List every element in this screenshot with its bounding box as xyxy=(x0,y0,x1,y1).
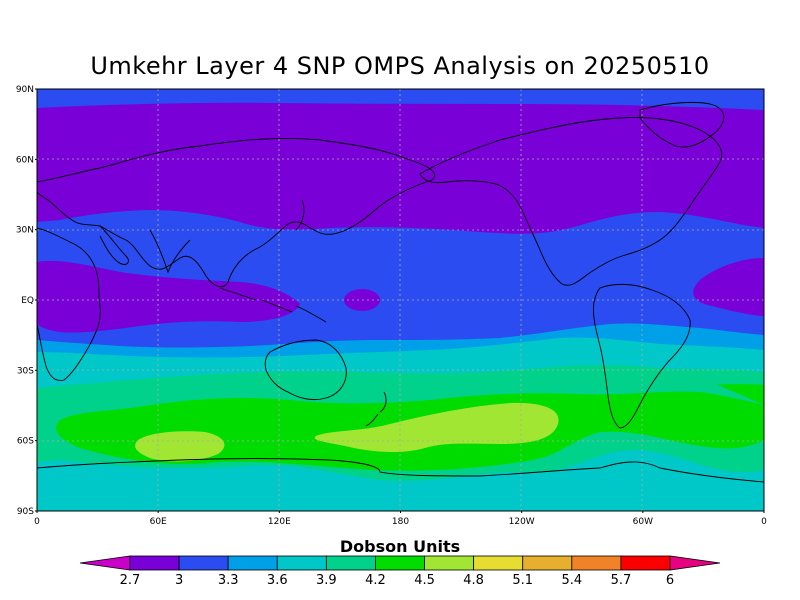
colorbar-swatch xyxy=(325,555,376,571)
longitude-axis: 0 60E 120E 180 120W 60W 0 xyxy=(34,511,767,527)
colorbar-swatch xyxy=(227,555,278,571)
colorbar-label: 6 xyxy=(666,573,674,588)
lat-tick-label: 90S xyxy=(17,507,34,517)
lon-tick-label: 120W xyxy=(509,517,535,527)
colorbar-over-triangle xyxy=(669,555,721,571)
colorbar-label: 5.4 xyxy=(561,573,582,588)
coast-greenland xyxy=(639,101,725,148)
band-purple-tropics xyxy=(37,260,300,333)
coast-eurasia xyxy=(37,137,436,288)
band-purple-tropics-east xyxy=(693,258,764,316)
lon-tick-label: 120E xyxy=(268,517,291,527)
band-lime-east xyxy=(314,402,559,453)
colorbar-label: 5.1 xyxy=(512,573,533,588)
colorbar-label: 3.3 xyxy=(218,573,239,588)
coast-new-zealand xyxy=(365,391,387,427)
colorbar-label: 4.5 xyxy=(414,573,435,588)
lon-tick-label: 60W xyxy=(633,517,653,527)
lat-tick-label: 60N xyxy=(16,155,34,165)
lat-tick-label: 90N xyxy=(16,85,34,95)
colorbar-title: Dobson Units xyxy=(340,537,460,556)
lon-tick-label: 0 xyxy=(34,517,40,527)
coast-south-america xyxy=(593,283,691,429)
graticule xyxy=(37,89,764,511)
colorbar-swatch xyxy=(571,555,622,571)
lon-tick-label: 60E xyxy=(150,517,167,527)
coast-japan xyxy=(295,199,305,231)
colorbar-label: 4.8 xyxy=(463,573,484,588)
coast-north-america xyxy=(419,117,723,286)
colorbar-label: 3 xyxy=(175,573,183,588)
lat-tick-label: 30S xyxy=(17,366,34,376)
coast-antarctica xyxy=(37,458,764,483)
coast-india xyxy=(149,229,191,274)
colorbar-label: 5.7 xyxy=(611,573,632,588)
lat-tick-label: 60S xyxy=(17,437,34,447)
colorbar-label: 4.2 xyxy=(365,573,386,588)
colorbar-label: 3.6 xyxy=(267,573,288,588)
coast-australia xyxy=(264,339,347,401)
colorbar-swatch xyxy=(129,555,180,571)
coastlines xyxy=(37,101,764,483)
lon-tick-label: 0 xyxy=(761,517,767,527)
colorbar-label: 3.9 xyxy=(316,573,337,588)
colorbar-swatch xyxy=(620,555,671,571)
coast-indonesia xyxy=(219,287,327,323)
colorbar: Dobson Units 2.7 3 3.3 3.6 3.9 4.2 4.5 4.8 5.1 5.… xyxy=(79,537,721,588)
colorbar-swatch xyxy=(522,555,573,571)
coast-africa xyxy=(37,227,101,381)
colorbar-under-triangle xyxy=(79,555,131,571)
ozone-field xyxy=(37,89,764,511)
band-lime-west xyxy=(135,431,225,462)
colorbar-label: 2.7 xyxy=(120,573,141,588)
latitude-axis: 90N 60N 30N EQ 30S 60S 90S xyxy=(16,85,37,517)
coast-arabia xyxy=(99,225,129,265)
lat-tick-label: EQ xyxy=(21,296,34,306)
colorbar-swatch xyxy=(424,555,475,571)
lon-tick-label: 180 xyxy=(392,517,409,527)
colorbar-swatch xyxy=(276,555,327,571)
map-title: Umkehr Layer 4 SNP OMPS Analysis on 2025… xyxy=(90,52,710,80)
colorbar-swatch xyxy=(178,555,229,571)
colorbar-swatch xyxy=(375,555,425,571)
colorbar-swatch xyxy=(473,555,524,571)
lat-tick-label: 30N xyxy=(16,226,34,236)
band-purple-north xyxy=(37,102,764,234)
